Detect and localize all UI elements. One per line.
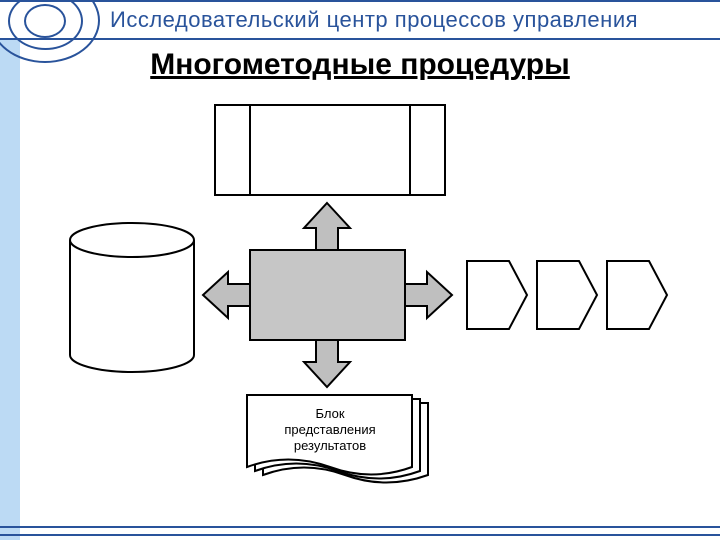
- arrow-down: [304, 340, 350, 387]
- bottom-rule-1: [0, 526, 720, 528]
- arrow-left: [203, 272, 250, 318]
- arrow-up: [304, 203, 350, 250]
- diagram-canvas: Блок представления результатов: [0, 0, 720, 540]
- node-doc-stack: Блок представления результатов: [247, 395, 428, 483]
- node-cylinder: [70, 223, 194, 372]
- doc-label-line3: результатов: [294, 438, 366, 453]
- bottom-rule-2: [0, 534, 720, 536]
- arrow-right: [405, 272, 452, 318]
- node-pentagon-3: [607, 261, 667, 329]
- node-pentagon-1: [467, 261, 527, 329]
- node-pentagon-2: [537, 261, 597, 329]
- doc-label-line1: Блок: [315, 406, 344, 421]
- doc-label-line2: представления: [284, 422, 375, 437]
- node-top-box: [215, 105, 445, 195]
- node-center-box: [250, 250, 405, 340]
